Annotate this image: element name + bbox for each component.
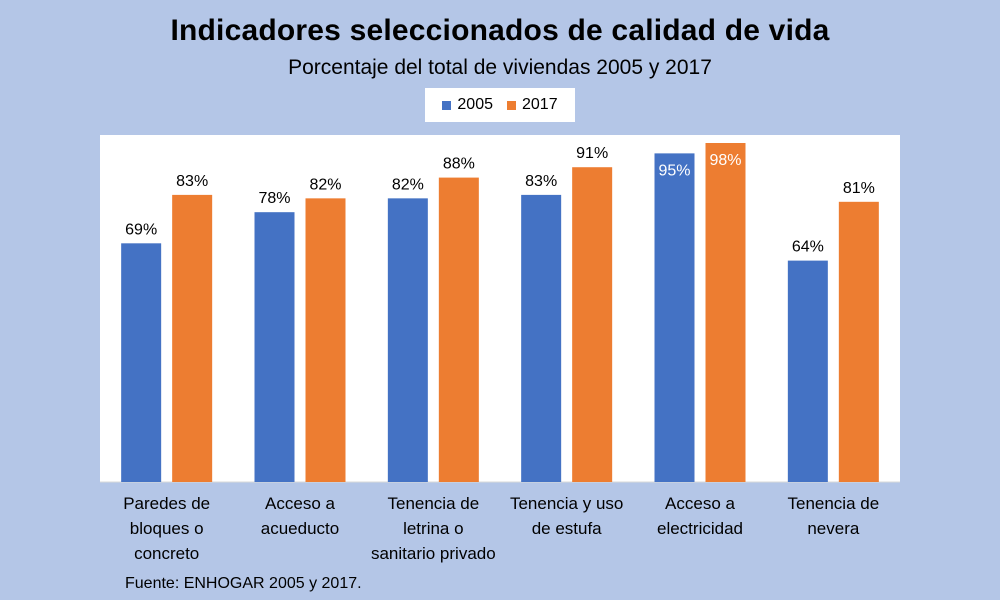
bar-2005-0 <box>121 243 162 482</box>
data-label-2005-2: 82% <box>392 176 424 193</box>
category-label-1: Acceso a acueducto <box>261 494 339 538</box>
category-label-line: Acceso a <box>665 494 735 513</box>
bar-2005-1 <box>254 212 295 483</box>
category-label-0: Paredes de bloques o concreto <box>123 494 210 563</box>
legend-label-2005: 2005 <box>457 96 493 113</box>
bar-2005-2 <box>387 198 428 483</box>
category-label-line: letrina o <box>403 519 463 538</box>
data-label-2005-4: 95% <box>658 162 690 179</box>
data-label-2005-0: 69% <box>125 221 157 238</box>
bar-2017-3 <box>572 167 613 482</box>
data-label-2005-1: 78% <box>258 190 290 207</box>
data-label-2017-1: 82% <box>309 176 341 193</box>
category-label-line: Tenencia de <box>387 494 479 513</box>
category-label-line: acueducto <box>261 519 339 538</box>
bar-2005-5 <box>787 260 828 482</box>
bar-2017-1 <box>305 198 346 483</box>
bar-2017-4 <box>705 143 746 482</box>
bar-2005-3 <box>521 194 562 482</box>
data-label-2017-3: 91% <box>576 145 608 162</box>
source-note: Fuente: ENHOGAR 2005 y 2017. <box>125 575 362 592</box>
category-label-line: sanitario privado <box>371 544 496 563</box>
data-label-2017-4: 98% <box>709 152 741 169</box>
legend: 2005 2017 <box>425 88 575 122</box>
legend-swatch-2017 <box>507 100 516 110</box>
category-label-5: Tenencia de nevera <box>787 494 879 538</box>
data-label-2017-5: 81% <box>843 180 875 197</box>
category-label-line: concreto <box>134 544 199 563</box>
category-label-line: bloques o <box>130 519 204 538</box>
plot-area <box>100 135 900 482</box>
bar-2005-4 <box>654 153 695 482</box>
chart-title: Indicadores seleccionados de calidad de … <box>170 14 830 47</box>
data-label-2017-0: 83% <box>176 173 208 190</box>
chart-subtitle: Porcentaje del total de viviendas 2005 y… <box>288 56 712 79</box>
category-label-3: Tenencia y uso de estufa <box>510 494 623 538</box>
bar-2017-2 <box>438 177 479 482</box>
legend-item-2005: 2005 <box>442 96 493 114</box>
category-label-line: Paredes de <box>123 494 210 513</box>
category-label-line: nevera <box>807 519 860 538</box>
bar-2017-5 <box>838 201 879 482</box>
category-label-2: Tenencia de letrina o sanitario privado <box>371 494 496 563</box>
data-label-2005-3: 83% <box>525 173 557 190</box>
category-label-line: electricidad <box>657 519 743 538</box>
category-label-line: Tenencia de <box>787 494 879 513</box>
category-label-4: Acceso a electricidad <box>657 494 743 538</box>
legend-label-2017: 2017 <box>522 96 558 113</box>
legend-item-2017: 2017 <box>507 96 558 114</box>
bar-2017-0 <box>172 194 213 482</box>
category-label-line: Acceso a <box>265 494 335 513</box>
data-label-2005-5: 64% <box>792 239 824 256</box>
category-label-line: Tenencia y uso <box>510 494 623 513</box>
legend-swatch-2005 <box>442 100 452 110</box>
category-label-line: de estufa <box>532 519 602 538</box>
data-label-2017-2: 88% <box>443 156 475 173</box>
